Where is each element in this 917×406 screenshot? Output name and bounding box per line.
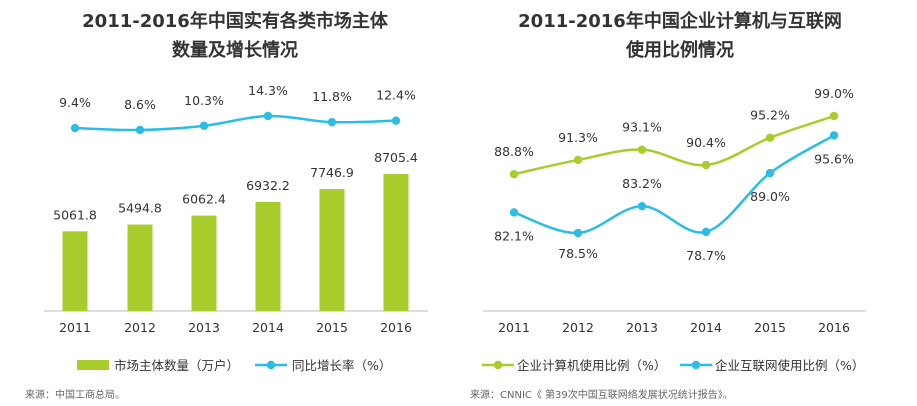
internet-usage-label: 78.7% bbox=[686, 248, 726, 263]
computer-usage-point bbox=[637, 145, 647, 154]
growth-rate-point bbox=[263, 111, 273, 121]
computer-usage-point bbox=[509, 170, 519, 179]
computer-usage-label: 88.8% bbox=[494, 144, 534, 159]
internet-usage-label: 95.6% bbox=[814, 151, 854, 166]
x-tick-label: 2012 bbox=[562, 320, 594, 335]
growth-rate-label: 11.8% bbox=[312, 89, 352, 104]
legend-marker-computer bbox=[493, 360, 503, 370]
bar-value-label: 6062.4 bbox=[182, 192, 226, 207]
left-chart-source: 来源：中国工商总局。 bbox=[25, 388, 125, 401]
bar-value-label: 5061.8 bbox=[53, 207, 97, 222]
x-tick-label: 2015 bbox=[754, 320, 786, 335]
growth-rate-label: 12.4% bbox=[376, 88, 416, 103]
computer-usage-label: 93.1% bbox=[622, 120, 662, 135]
x-tick-label: 2014 bbox=[252, 320, 284, 335]
internet-usage-point bbox=[765, 168, 775, 178]
bar bbox=[191, 215, 217, 311]
x-tick-label: 2013 bbox=[626, 320, 658, 335]
x-tick-label: 2012 bbox=[124, 320, 156, 335]
internet-usage-point bbox=[573, 228, 583, 238]
left-chart-title-line2: 数量及增长情况 bbox=[172, 39, 298, 61]
legend-label-bar: 市场主体数量（万户） bbox=[114, 358, 239, 373]
legend-swatch-bar bbox=[77, 360, 109, 370]
right-chart-source: 来源：CNNIC《 第39次中国互联网络发展状况统计报告》。 bbox=[470, 388, 733, 401]
growth-rate-point bbox=[135, 125, 145, 135]
legend-swatch-marker bbox=[266, 360, 276, 370]
bar-value-label: 7746.9 bbox=[310, 165, 354, 180]
growth-rate-label: 14.3% bbox=[248, 83, 288, 98]
x-tick-label: 2016 bbox=[818, 320, 850, 335]
legend-marker-internet bbox=[691, 360, 701, 370]
internet-usage-point bbox=[829, 131, 839, 140]
computer-usage-label: 99.0% bbox=[814, 86, 854, 101]
internet-usage-point bbox=[701, 227, 711, 237]
computer-usage-point bbox=[701, 160, 711, 170]
growth-rate-label: 8.6% bbox=[124, 97, 156, 112]
x-tick-label: 2014 bbox=[690, 320, 722, 335]
computer-usage-label: 95.2% bbox=[750, 108, 790, 123]
bar-value-label: 5494.8 bbox=[118, 201, 162, 216]
bar-value-label: 6932.2 bbox=[246, 178, 290, 193]
computer-usage-line bbox=[513, 114, 835, 176]
left-chart-title-line1: 2011-2016年中国实有各类市场主体 bbox=[82, 10, 389, 32]
growth-rate-line bbox=[74, 114, 397, 132]
legend-label-line: 同比增长率（%） bbox=[292, 358, 391, 373]
legend-label-computer: 企业计算机使用比例（%） bbox=[517, 358, 666, 373]
internet-usage-line bbox=[513, 134, 835, 235]
x-tick-label: 2013 bbox=[188, 320, 220, 335]
growth-rate-label: 9.4% bbox=[59, 95, 91, 110]
computer-usage-label: 90.4% bbox=[686, 135, 726, 150]
right-chart-title-line1: 2011-2016年中国企业计算机与互联网 bbox=[518, 10, 842, 32]
bar bbox=[319, 189, 345, 311]
internet-usage-label: 82.1% bbox=[494, 228, 534, 243]
right-chart: 2011 2012 2013 2014 2015 2016 88.8% 91.3% 93.1% 9… bbox=[482, 86, 866, 373]
bar bbox=[127, 224, 153, 311]
growth-rate-point bbox=[70, 123, 80, 133]
x-tick-label: 2011 bbox=[498, 320, 530, 335]
x-tick-label: 2015 bbox=[316, 320, 348, 335]
growth-rate-point bbox=[199, 121, 209, 131]
computer-usage-label: 91.3% bbox=[558, 130, 598, 145]
left-chart: 5061.8 2011 5494.8 2012 6062.4 2013 6932.2 2014… bbox=[44, 83, 428, 373]
x-tick-label: 2016 bbox=[380, 320, 412, 335]
growth-rate-point bbox=[391, 116, 401, 125]
x-tick-label: 2011 bbox=[59, 320, 91, 335]
internet-usage-label: 89.0% bbox=[750, 189, 790, 204]
bar bbox=[62, 231, 88, 311]
computer-usage-point bbox=[765, 133, 775, 142]
legend-label-internet: 企业互联网使用比例（%） bbox=[715, 358, 864, 373]
computer-usage-point bbox=[829, 111, 839, 121]
right-chart-title-line2: 使用比例情况 bbox=[625, 39, 734, 61]
growth-rate-label: 10.3% bbox=[184, 93, 224, 108]
internet-usage-label: 83.2% bbox=[622, 176, 662, 191]
internet-usage-point bbox=[509, 208, 519, 217]
bar bbox=[383, 174, 409, 311]
internet-usage-label: 78.5% bbox=[558, 246, 598, 261]
bar-value-label: 8705.4 bbox=[374, 150, 418, 165]
growth-rate-point bbox=[327, 117, 337, 127]
internet-usage-point bbox=[637, 201, 647, 211]
bar bbox=[255, 201, 281, 311]
computer-usage-point bbox=[573, 155, 583, 165]
